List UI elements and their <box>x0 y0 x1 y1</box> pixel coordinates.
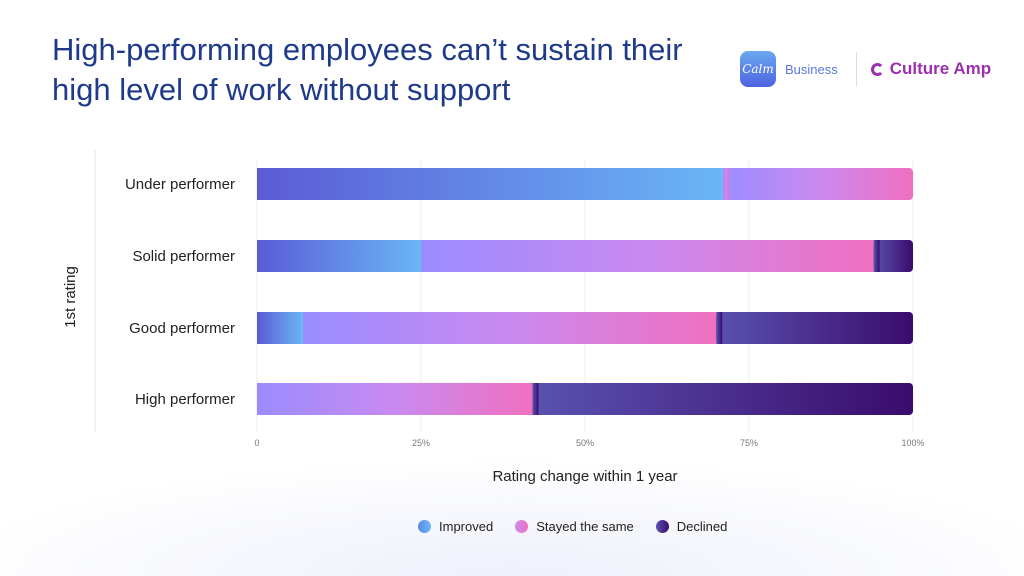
culture-amp-icon <box>870 62 884 76</box>
bar-segment-stayed-the-same <box>302 312 717 344</box>
legend-swatch <box>515 520 529 533</box>
legend: Improved Stayed the same Declined <box>418 519 727 534</box>
bar-segment-declined <box>873 240 913 272</box>
bar-segment-fill <box>722 168 729 200</box>
legend-swatch <box>418 520 431 533</box>
page-title: High-performing employees can’t sustain … <box>52 32 683 107</box>
calm-business-label: Business <box>785 61 838 77</box>
logo-divider <box>855 52 857 86</box>
category-label: Solid performer <box>132 248 235 265</box>
culture-amp-label: Culture Amp <box>889 59 992 78</box>
background-glow <box>0 430 1024 576</box>
calm-logo: Calm <box>740 51 776 87</box>
legend-item: Stayed the same <box>515 519 634 534</box>
logos: Calm Business Culture Amp <box>740 51 991 87</box>
legend-label: Improved <box>439 519 494 534</box>
legend-swatch <box>655 520 669 533</box>
y-axis-label: 1st rating <box>62 266 79 328</box>
x-tick-label: 25% <box>412 438 430 448</box>
x-tick-label: 0 <box>254 438 259 448</box>
category-label: High performer <box>135 391 235 408</box>
x-axis-label: Rating change within 1 year <box>492 468 677 485</box>
bar-segment-improved <box>257 312 303 344</box>
legend-item: Declined <box>655 519 728 534</box>
legend-label: Declined <box>676 519 728 534</box>
bar-segment-declined <box>532 383 913 415</box>
legend-label: Stayed the same <box>536 519 634 534</box>
bar-segment-declined <box>716 312 913 344</box>
legend-item: Improved <box>418 519 493 534</box>
bar-segment-stayed-the-same <box>421 240 874 272</box>
x-tick-label: 50% <box>576 438 594 448</box>
category-label: Under performer <box>125 176 235 193</box>
category-label: Good performer <box>129 320 235 337</box>
bar-segment-fill <box>532 383 539 415</box>
x-tick-label: 75% <box>740 438 758 448</box>
bar-segment-fill <box>716 312 723 344</box>
culture-amp-logo: Culture Amp <box>870 59 992 79</box>
bar-segment-stayed-the-same <box>722 168 913 200</box>
x-tick-label: 100% <box>901 438 924 448</box>
bar-segment-fill <box>873 240 880 272</box>
bar-segment-improved <box>257 240 421 272</box>
bar-segment-stayed-the-same <box>257 383 533 415</box>
bar-segment-improved <box>257 168 723 200</box>
